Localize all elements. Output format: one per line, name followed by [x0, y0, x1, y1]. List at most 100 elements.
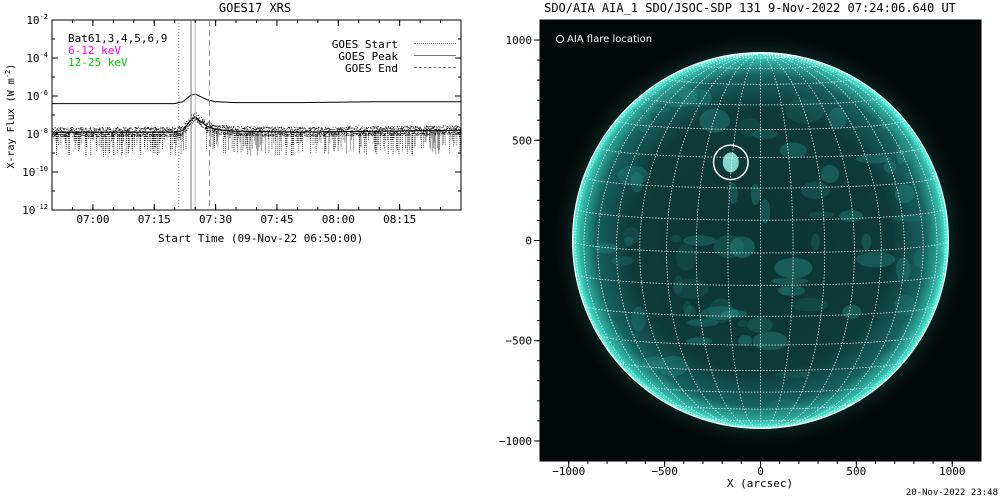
- aia-coronal-feature: [780, 286, 792, 295]
- aia-coronal-feature: [617, 165, 649, 186]
- aia-coronal-feature: [759, 198, 771, 224]
- goes-y-tick-label: 10-4: [26, 51, 48, 65]
- aia-coronal-feature: [708, 298, 734, 324]
- goes-legend-right-label: GOES Start: [331, 38, 398, 51]
- aia-x-tick-label: 1000: [939, 465, 966, 478]
- aia-latitude-line: [575, 207, 946, 221]
- goes-legend-right-item: GOES Start: [330, 33, 456, 51]
- aia-coronal-feature: [894, 294, 917, 316]
- aia-coronal-feature: [642, 102, 653, 114]
- aia-longitude-line: [760, 52, 855, 429]
- aia-coronal-feature: [594, 242, 619, 254]
- aia-coronal-feature: [842, 304, 862, 319]
- aia-coronal-feature: [630, 171, 643, 193]
- aia-longitude-line: [760, 52, 938, 426]
- aia-coronal-feature: [738, 118, 762, 137]
- aia-longitude-line: [760, 52, 905, 429]
- goes-long-channel-line: [52, 93, 461, 105]
- aia-coronal-feature: [713, 235, 745, 259]
- aia-xlabel: X (arcsec): [726, 477, 794, 490]
- aia-latitude-line: [697, 417, 824, 422]
- aia-coronal-feature: [750, 183, 761, 206]
- aia-coronal-feature: [685, 305, 696, 318]
- aia-coronal-feature: [683, 235, 716, 246]
- aia-coronal-feature: [786, 405, 817, 420]
- aia-corona: [550, 30, 971, 451]
- aia-coronal-feature: [729, 236, 755, 258]
- aia-coronal-feature: [765, 398, 804, 424]
- aia-coronal-feature: [682, 301, 692, 317]
- aia-latitude-line: [666, 77, 855, 85]
- aia-longitude-line: [760, 52, 949, 241]
- goes-legend-right-item: GOES Peak: [330, 45, 456, 63]
- aia-coronal-feature: [880, 119, 897, 131]
- aia-coronal-feature: [647, 361, 659, 370]
- aia-limb-circle: [571, 51, 950, 430]
- aia-longitude-line: [583, 52, 761, 426]
- goes-y-tick-exponent: -12: [35, 203, 48, 211]
- aia-coronal-feature: [687, 318, 719, 327]
- aia-latitude-line: [583, 304, 938, 317]
- aia-coronal-feature: [632, 106, 671, 114]
- aia-latitude-line: [730, 425, 791, 428]
- aia-coronal-feature: [839, 210, 864, 222]
- aia-coronal-feature: [670, 235, 682, 243]
- aia-coronal-feature: [610, 256, 635, 266]
- goes-ylabel-sup: -2: [3, 69, 12, 79]
- aia-coronal-feature: [779, 142, 807, 159]
- aia-y-tick-label: 1000: [506, 34, 533, 47]
- aia-coronal-feature: [777, 285, 806, 296]
- aia-latitude-line: [583, 176, 938, 189]
- aia-coronal-feature: [673, 275, 683, 294]
- aia-coronal-feature: [791, 297, 829, 312]
- aia-coronal-feature: [828, 107, 847, 130]
- aia-longitude-line: [572, 52, 761, 241]
- aia-legend-circle-icon: [556, 35, 564, 43]
- aia-coronal-feature: [727, 182, 739, 204]
- aia-longitude-line: [616, 52, 761, 429]
- aia-latitude-line: [616, 120, 905, 130]
- aia-longitude-line: [760, 52, 826, 429]
- aia-longitude-line: [666, 52, 761, 429]
- aia-latitude-line: [667, 403, 854, 410]
- goes-y-tick-exponent: -2: [40, 13, 48, 21]
- aia-coronal-feature: [896, 145, 906, 165]
- goes-legend-right-item: GOES End: [330, 57, 456, 75]
- aia-longitude-line: [760, 52, 946, 416]
- aia-coronal-feature: [855, 154, 892, 164]
- goes-y-tick-label: 10-2: [26, 13, 48, 27]
- aia-coronal-feature: [752, 331, 788, 351]
- aia-coronal-feature: [897, 136, 913, 163]
- aia-latitude-line: [575, 273, 946, 286]
- aia-coronal-feature: [635, 109, 652, 132]
- goes-y-tick-exponent: -4: [40, 51, 48, 59]
- goes-legend-left-item: 6-12 keV: [68, 44, 121, 57]
- aia-title: SDO/AIA AIA_1 SDO/JSOC-SDP 131 9-Nov-202…: [544, 1, 956, 15]
- aia-latitude-line: [597, 146, 924, 158]
- aia-coronal-feature: [672, 278, 709, 299]
- aia-legend: AIA flare location: [556, 34, 652, 45]
- aia-coronal-feature: [658, 85, 698, 108]
- goes-legend-right: GOES Start GOES Peak GOES End: [330, 33, 456, 75]
- aia-flare-location-marker: [712, 144, 749, 181]
- goes-peak-sample: [413, 55, 456, 56]
- aia-coronal-feature: [774, 257, 813, 279]
- goes-x-tick-label: 07:00: [76, 213, 109, 226]
- aia-latitude-line: [640, 384, 881, 393]
- goes-y-tick-label: 10-12: [22, 203, 48, 217]
- goes-x-tick-label: 07:15: [138, 213, 171, 226]
- aia-coronal-feature: [913, 246, 945, 271]
- goes-legend-left: Bat61,3,4,5,6,9 6-12 keV 12-25 keV: [68, 33, 167, 69]
- aia-longitude-line: [727, 52, 761, 429]
- goes-legend-left-item: Bat61,3,4,5,6,9: [68, 32, 168, 45]
- footer-date: 20-Nov-2022 23:48: [905, 488, 998, 498]
- aia-legend-label: AIA flare location: [567, 34, 653, 45]
- aia-x-tick-label: −500: [651, 465, 678, 478]
- aia-longitude-line: [695, 52, 761, 429]
- aia-coronal-feature: [810, 233, 820, 251]
- aia-coronal-feature: [861, 233, 872, 250]
- aia-longitude-line: [760, 52, 882, 429]
- aia-coronal-feature: [623, 236, 634, 247]
- goes-xrs-chart: 10-2 10-4 10-6 10-8 10-10 10-12 07:00 07:15 07:3…: [22, 13, 462, 226]
- goes-xlabel: Start Time (09-Nov-22 06:50:00): [158, 232, 364, 245]
